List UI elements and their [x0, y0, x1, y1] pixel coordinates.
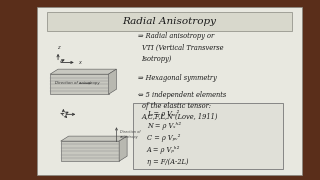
Text: C = ρ Vₚᵥ²: C = ρ Vₚᵥ²	[147, 134, 180, 142]
Polygon shape	[108, 69, 116, 94]
Text: of the elastic tensor:: of the elastic tensor:	[141, 102, 211, 110]
Text: Isotropy): Isotropy)	[141, 55, 172, 63]
FancyBboxPatch shape	[37, 7, 302, 175]
Text: z: z	[57, 45, 59, 50]
Text: A,C,F,L,N (Love, 1911): A,C,F,L,N (Love, 1911)	[141, 113, 218, 121]
Polygon shape	[50, 74, 108, 94]
Text: Radial Anisotropy: Radial Anisotropy	[123, 17, 217, 26]
Text: L = ρ Vₛᵥ²: L = ρ Vₛᵥ²	[147, 110, 179, 118]
Text: x: x	[78, 60, 81, 65]
Polygon shape	[119, 136, 127, 161]
Text: ⇒ Radial anisotropy or: ⇒ Radial anisotropy or	[138, 32, 214, 40]
Polygon shape	[61, 136, 127, 141]
Text: Direction of
anisotropy: Direction of anisotropy	[120, 130, 141, 139]
Text: VTI (Vertical Transverse: VTI (Vertical Transverse	[141, 43, 223, 51]
Polygon shape	[61, 141, 119, 161]
Text: ⇒ Hexagonal symmetry: ⇒ Hexagonal symmetry	[138, 74, 216, 82]
FancyBboxPatch shape	[47, 12, 292, 32]
Text: η = F/(A-2L): η = F/(A-2L)	[147, 158, 188, 166]
Polygon shape	[50, 69, 116, 74]
Text: Direction of anisotropy: Direction of anisotropy	[55, 81, 100, 85]
Text: A = ρ Vₚʰ²: A = ρ Vₚʰ²	[147, 146, 180, 154]
Text: N = ρ Vₛʰ²: N = ρ Vₛʰ²	[147, 122, 181, 130]
Text: ⇔ 5 independent elements: ⇔ 5 independent elements	[138, 91, 226, 99]
FancyBboxPatch shape	[133, 103, 283, 169]
